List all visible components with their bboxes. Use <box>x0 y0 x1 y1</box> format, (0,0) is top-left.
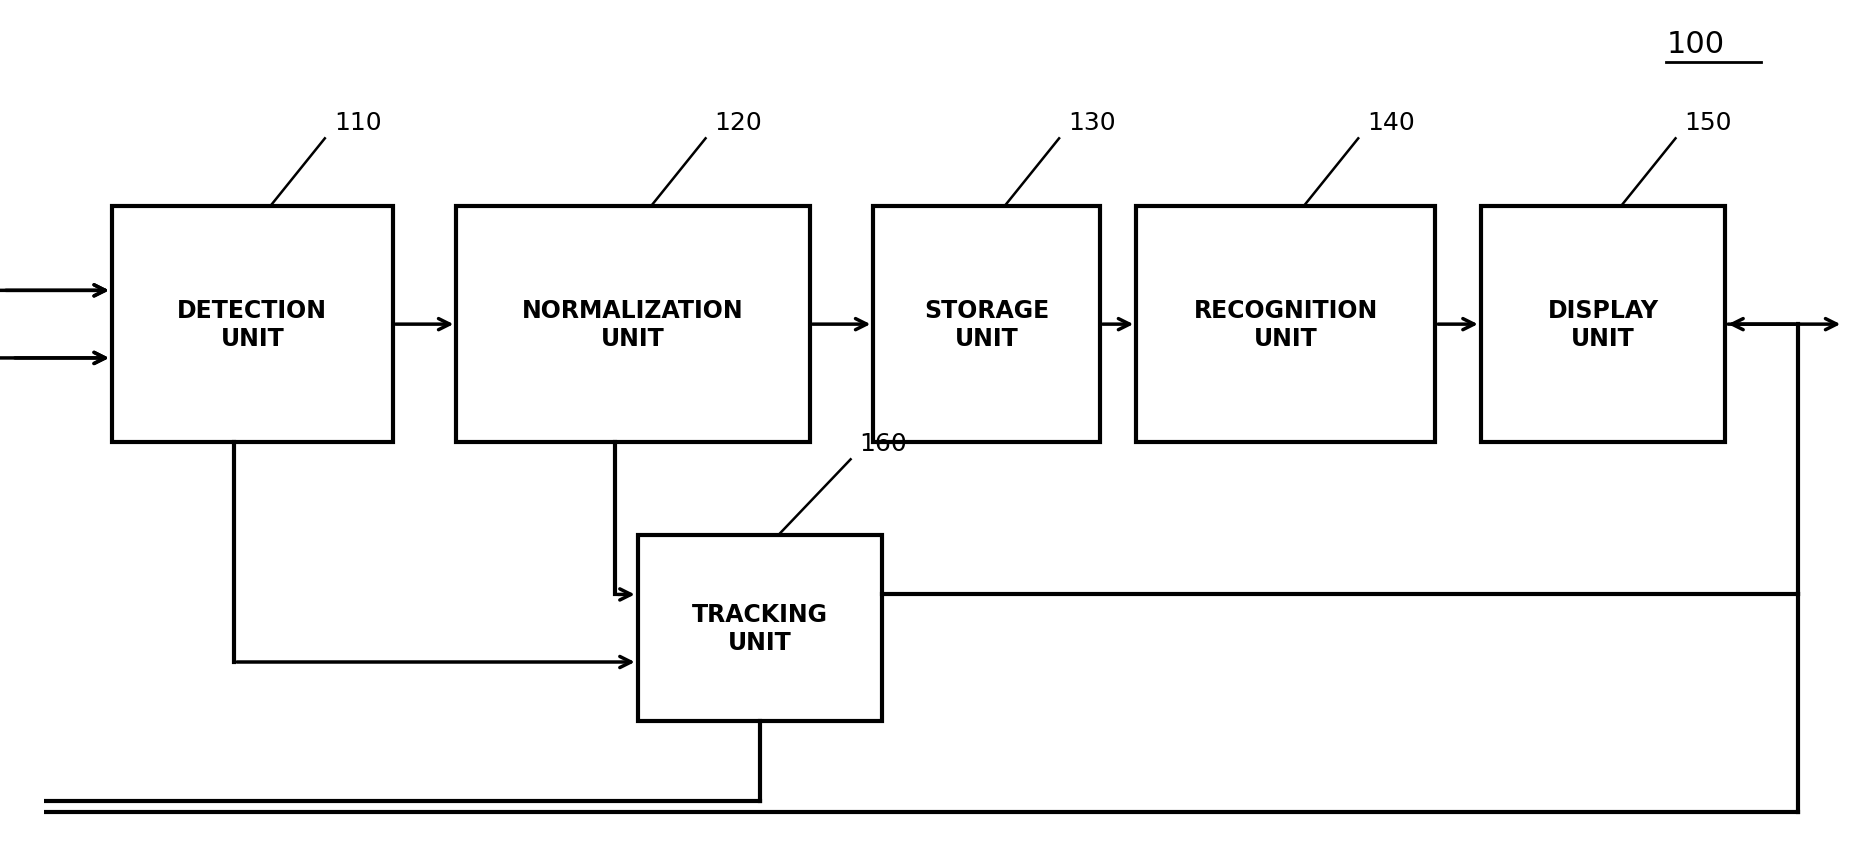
Text: RECOGNITION
UNIT: RECOGNITION UNIT <box>1193 299 1377 351</box>
Bar <box>112 207 393 443</box>
Text: 100: 100 <box>1666 30 1725 59</box>
Bar <box>456 207 810 443</box>
Bar <box>1137 207 1435 443</box>
Text: DETECTION
UNIT: DETECTION UNIT <box>177 299 328 351</box>
Text: 150: 150 <box>1684 111 1733 135</box>
Text: DISPLAY
UNIT: DISPLAY UNIT <box>1548 299 1658 351</box>
Bar <box>1481 207 1725 443</box>
Text: STORAGE
UNIT: STORAGE UNIT <box>923 299 1050 351</box>
Text: 130: 130 <box>1068 111 1117 135</box>
Bar <box>873 207 1100 443</box>
Text: 120: 120 <box>715 111 763 135</box>
Text: NORMALIZATION
UNIT: NORMALIZATION UNIT <box>523 299 744 351</box>
Text: 160: 160 <box>860 432 908 456</box>
Text: 140: 140 <box>1368 111 1414 135</box>
Text: 110: 110 <box>333 111 382 135</box>
Text: TRACKING
UNIT: TRACKING UNIT <box>692 602 828 654</box>
Bar <box>638 536 882 722</box>
